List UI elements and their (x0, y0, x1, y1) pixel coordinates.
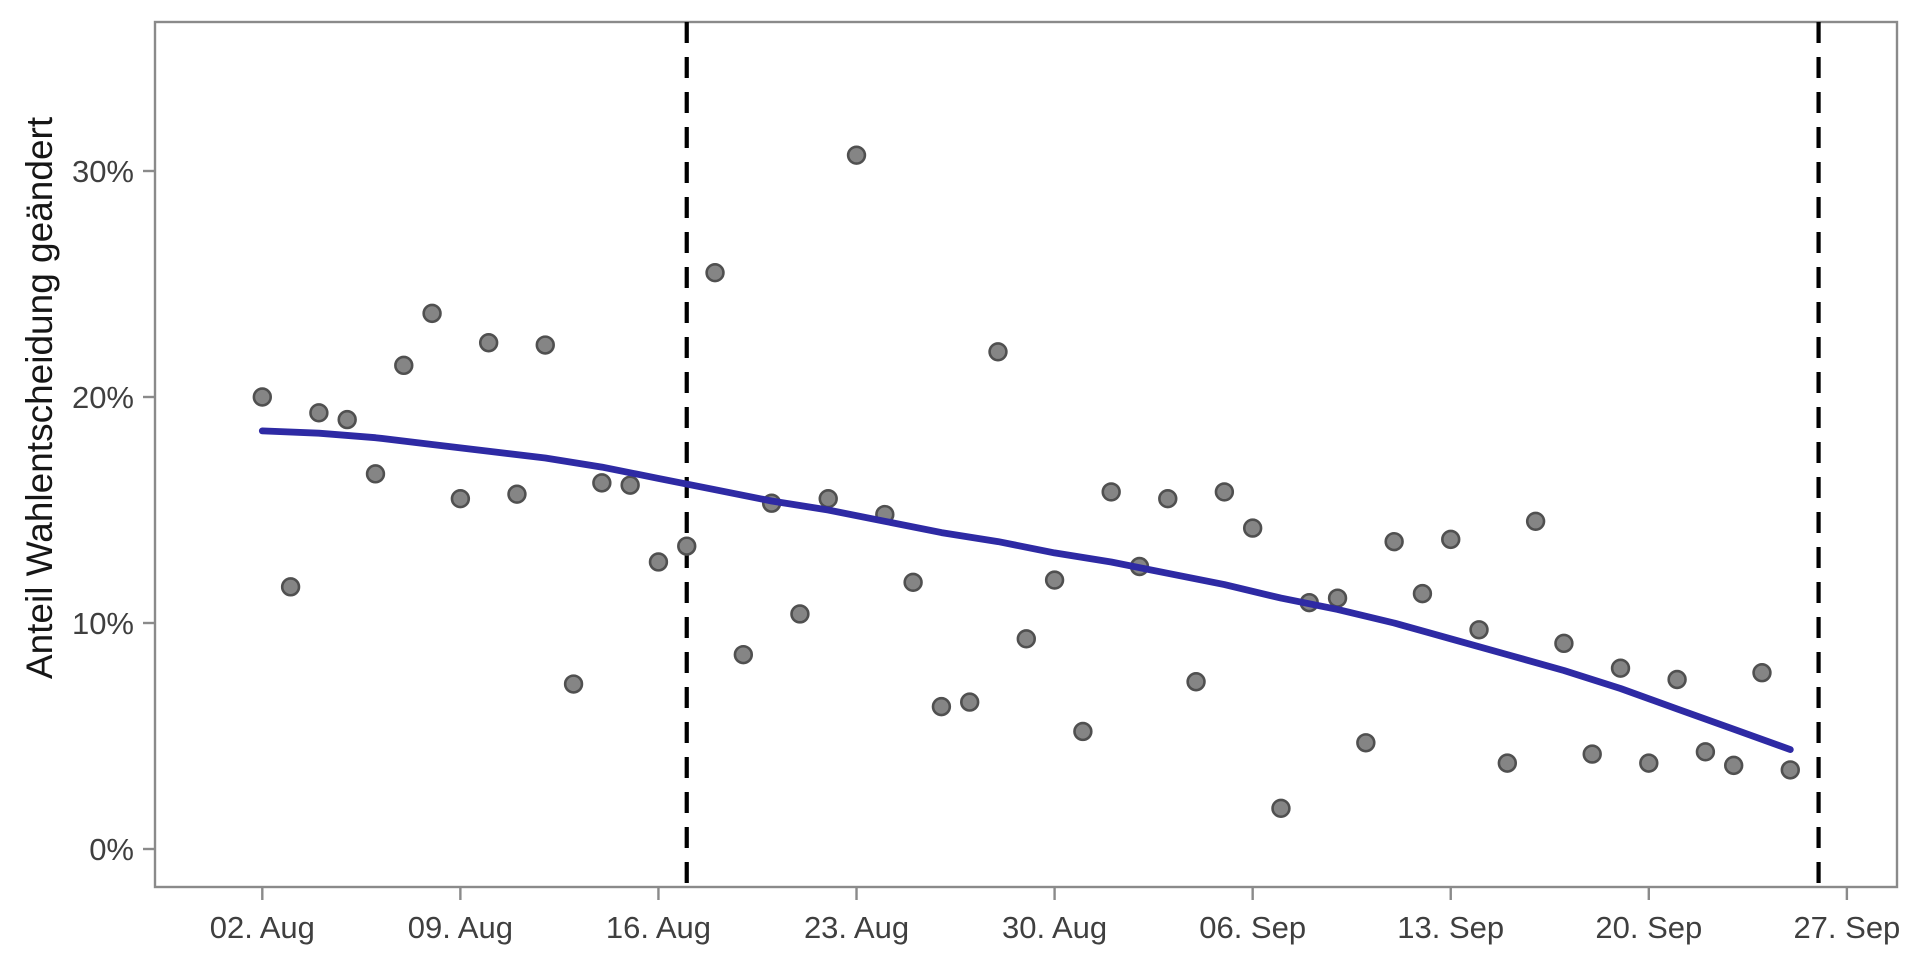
x-axis-tick-label: 27. Sep (1793, 910, 1900, 945)
data-point (1723, 755, 1744, 776)
data-point (1271, 798, 1291, 819)
x-axis-tick-label: 02. Aug (210, 910, 315, 945)
data-point (1667, 669, 1687, 690)
x-axis-tick-label: 16. Aug (606, 910, 711, 945)
plot-panel-border (153, 20, 1899, 889)
x-axis-tick-label: 06. Sep (1199, 910, 1306, 945)
data-point (507, 484, 527, 504)
data-point (648, 552, 669, 572)
data-point (846, 145, 867, 165)
data-point (790, 604, 810, 624)
y-axis-tick-label: 30% (72, 154, 134, 189)
data-point (337, 409, 357, 430)
data-point (1101, 482, 1121, 502)
data-point (394, 355, 414, 376)
data-point (280, 577, 301, 597)
data-point (1525, 511, 1546, 531)
data-point (535, 335, 555, 355)
data-point (422, 303, 442, 324)
x-axis-tick-label: 09. Aug (408, 910, 513, 945)
data-point (903, 572, 923, 593)
y-axis-tick-label: 0% (89, 832, 134, 867)
y-axis-tick-label: 10% (72, 606, 134, 641)
y-axis-title: Anteil Wahlentscheidung geändert (19, 116, 60, 679)
data-point (450, 489, 471, 509)
chart-root: 02. Aug 09. Aug 16. Aug 23. Aug 30. Aug 06. S… (72, 20, 1900, 945)
data-point (705, 263, 725, 283)
data-point (1695, 742, 1716, 762)
data-point (620, 475, 640, 495)
x-axis-tick-label: 23. Aug (804, 910, 909, 945)
data-point (1441, 529, 1461, 550)
x-axis-tick-label: 20. Sep (1595, 910, 1702, 945)
data-point (1469, 620, 1489, 640)
trend-line (258, 427, 1794, 753)
data-point (365, 464, 386, 484)
data-point (1073, 721, 1093, 742)
data-point (733, 644, 754, 665)
data-point (1214, 482, 1235, 502)
data-point (1186, 672, 1206, 692)
data-point (1554, 633, 1574, 654)
data-point (1752, 663, 1772, 683)
data-point (563, 674, 584, 694)
data-point (1384, 531, 1404, 552)
data-point (309, 403, 329, 423)
data-point (1497, 753, 1518, 773)
data-point (1016, 629, 1036, 649)
data-point (1356, 733, 1376, 753)
data-point (1044, 570, 1065, 590)
data-point (818, 489, 838, 509)
data-point (959, 692, 980, 712)
data-point (1242, 518, 1263, 538)
data-point (931, 696, 952, 717)
data-point (592, 473, 612, 493)
data-point (1327, 588, 1348, 608)
data-point (252, 387, 272, 407)
data-point (1639, 753, 1659, 773)
data-point (677, 536, 697, 556)
data-point (1412, 583, 1433, 604)
x-axis-tick-label: 30. Aug (1002, 910, 1107, 945)
y-axis-tick-label: 20% (72, 380, 134, 415)
data-point (1158, 489, 1178, 509)
data-point (1780, 760, 1800, 780)
x-axis-tick-label: 13. Sep (1397, 910, 1504, 945)
data-point (1582, 744, 1602, 764)
data-point (478, 333, 499, 353)
data-point (988, 342, 1008, 362)
data-point (1610, 658, 1631, 678)
